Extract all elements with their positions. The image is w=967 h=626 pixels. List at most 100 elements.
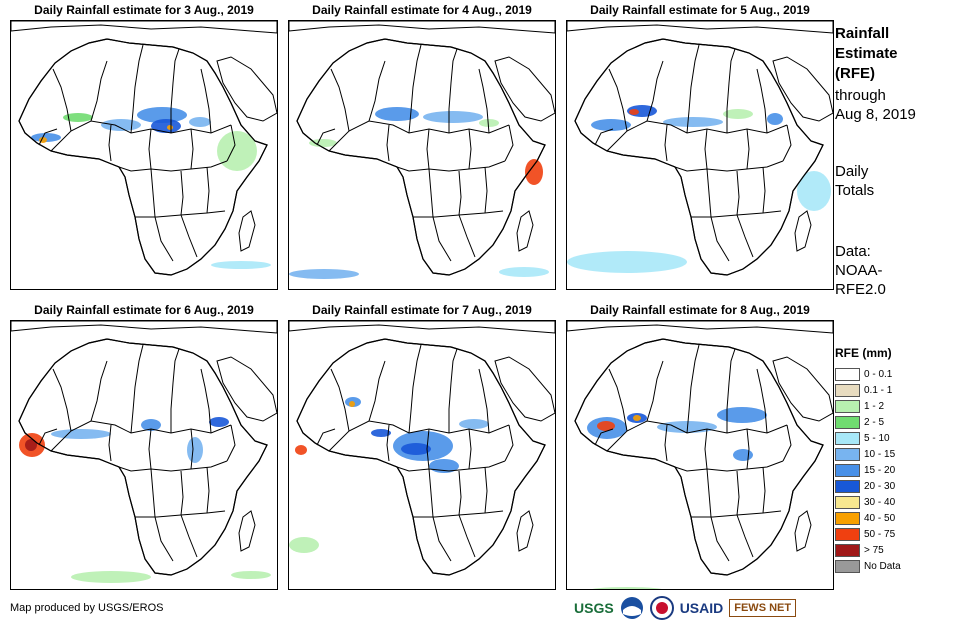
country-border bbox=[190, 128, 194, 170]
legend-label: No Data bbox=[864, 560, 901, 572]
country-border bbox=[686, 44, 700, 134]
madagascar-island bbox=[238, 210, 256, 252]
rainfall-area bbox=[231, 571, 271, 579]
country-border bbox=[478, 368, 490, 434]
country-border bbox=[154, 216, 174, 262]
legend-swatch bbox=[835, 415, 860, 429]
country-border bbox=[646, 360, 664, 422]
title-line: Estimate bbox=[835, 45, 898, 62]
rainfall-area bbox=[289, 537, 319, 553]
country-border bbox=[484, 166, 488, 214]
country-border bbox=[736, 514, 754, 558]
country-border bbox=[52, 68, 72, 132]
country-border bbox=[664, 424, 668, 462]
country-border bbox=[368, 360, 386, 422]
arabia-landmass bbox=[494, 356, 555, 422]
country-border bbox=[118, 460, 228, 472]
country-border bbox=[458, 470, 462, 516]
country-border bbox=[428, 168, 434, 218]
rainfall-area bbox=[723, 109, 753, 119]
country-border bbox=[736, 170, 740, 216]
country-border bbox=[408, 44, 422, 134]
country-border bbox=[468, 128, 472, 170]
country-border bbox=[674, 460, 784, 472]
country-border bbox=[426, 428, 430, 470]
rainfall-area bbox=[592, 587, 662, 589]
country-border bbox=[108, 424, 112, 462]
country-border bbox=[710, 216, 730, 262]
data-source: Data: NOAA- RFE2.0 bbox=[835, 242, 886, 299]
legend-label: 50 - 75 bbox=[864, 528, 896, 540]
usaid-logo: USAID bbox=[679, 600, 724, 616]
country-border bbox=[200, 68, 212, 134]
madagascar-island bbox=[238, 510, 256, 552]
legend-item: > 75 bbox=[835, 542, 901, 558]
totals-line: Daily bbox=[835, 163, 869, 180]
madagascar-island bbox=[794, 510, 812, 552]
country-border bbox=[448, 48, 458, 133]
seal-logo-icon bbox=[649, 596, 674, 620]
rainfall-area bbox=[423, 111, 483, 123]
europe-landmass bbox=[11, 21, 277, 34]
map-panel-aug3: Daily Rainfall estimate for 3 Aug., 2019 bbox=[10, 2, 278, 290]
rainfall-area bbox=[567, 251, 687, 273]
country-border bbox=[316, 428, 336, 446]
country-border bbox=[428, 468, 434, 518]
country-border bbox=[756, 68, 768, 134]
rainfall-area bbox=[167, 125, 173, 130]
rainfall-map bbox=[10, 20, 278, 290]
country-border bbox=[170, 48, 180, 133]
rainfall-area bbox=[289, 269, 359, 279]
country-border bbox=[782, 424, 792, 462]
coastline bbox=[296, 338, 546, 576]
legend-label: 10 - 15 bbox=[864, 448, 896, 460]
europe-landmass bbox=[289, 321, 555, 334]
country-border bbox=[706, 168, 712, 218]
country-border bbox=[782, 124, 792, 162]
country-border bbox=[50, 420, 232, 452]
country-border bbox=[762, 166, 766, 214]
country-border bbox=[646, 60, 664, 122]
coastline bbox=[18, 38, 268, 276]
country-border bbox=[130, 344, 144, 434]
rainfall-area bbox=[187, 437, 203, 463]
legend-label: 20 - 30 bbox=[864, 480, 896, 492]
africa-map bbox=[567, 321, 833, 589]
rainfall-area bbox=[499, 267, 549, 277]
rainfall-area bbox=[349, 401, 355, 407]
legend-label: 0 - 0.1 bbox=[864, 368, 893, 380]
country-border bbox=[736, 214, 754, 258]
rainfall-area bbox=[309, 139, 337, 147]
legend-item: 30 - 40 bbox=[835, 494, 901, 510]
map-panel-aug6: Daily Rainfall estimate for 6 Aug., 2019 bbox=[10, 302, 278, 590]
country-border bbox=[148, 428, 152, 470]
panel-title: Daily Rainfall estimate for 5 Aug., 2019 bbox=[590, 3, 810, 17]
rainfall-map bbox=[288, 20, 556, 290]
legend-swatch bbox=[835, 431, 860, 445]
country-border bbox=[148, 128, 152, 170]
legend-swatch bbox=[835, 527, 860, 541]
rainfall-area bbox=[137, 107, 187, 123]
totals-label: Daily Totals bbox=[835, 162, 874, 200]
map-panel-aug7: Daily Rainfall estimate for 7 Aug., 2019 bbox=[288, 302, 556, 590]
country-border bbox=[90, 360, 108, 422]
arabia-landmass bbox=[216, 356, 277, 422]
country-border bbox=[316, 128, 336, 146]
country-border bbox=[328, 420, 510, 452]
europe-landmass bbox=[289, 21, 555, 34]
product-title: Rainfall Estimate (RFE) bbox=[835, 24, 898, 84]
legend-item: 1 - 2 bbox=[835, 398, 901, 414]
legend-item: 0.1 - 1 bbox=[835, 382, 901, 398]
country-border bbox=[52, 368, 72, 432]
panel-title: Daily Rainfall estimate for 3 Aug., 2019 bbox=[34, 3, 254, 17]
arabia-landmass bbox=[494, 56, 555, 122]
coastline bbox=[574, 38, 824, 276]
title-line: (RFE) bbox=[835, 65, 875, 82]
totals-line: Totals bbox=[835, 182, 875, 199]
legend-swatch bbox=[835, 383, 860, 397]
europe-landmass bbox=[567, 321, 833, 334]
country-border bbox=[594, 128, 614, 146]
rainfall-area bbox=[797, 171, 831, 211]
legend-label: 1 - 2 bbox=[864, 400, 885, 412]
country-border bbox=[200, 368, 212, 434]
